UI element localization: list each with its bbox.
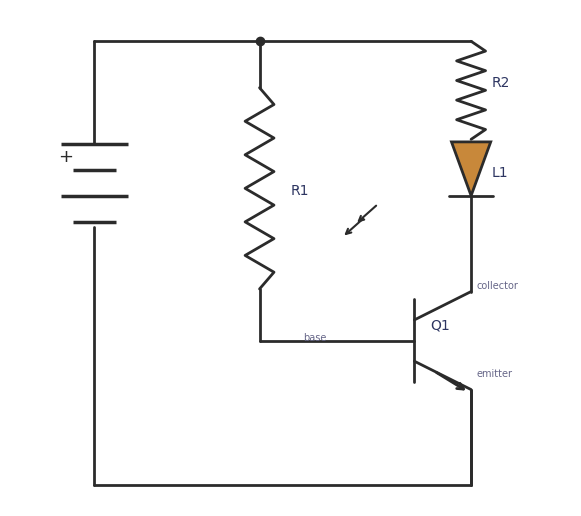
Polygon shape	[451, 142, 491, 196]
Text: R1: R1	[290, 184, 309, 198]
Text: collector: collector	[476, 281, 518, 292]
Text: base: base	[303, 333, 327, 343]
Text: +: +	[59, 149, 74, 166]
Text: R2: R2	[492, 75, 510, 90]
Text: emitter: emitter	[476, 369, 512, 379]
Text: Q1: Q1	[430, 318, 450, 332]
Text: L1: L1	[492, 166, 508, 180]
